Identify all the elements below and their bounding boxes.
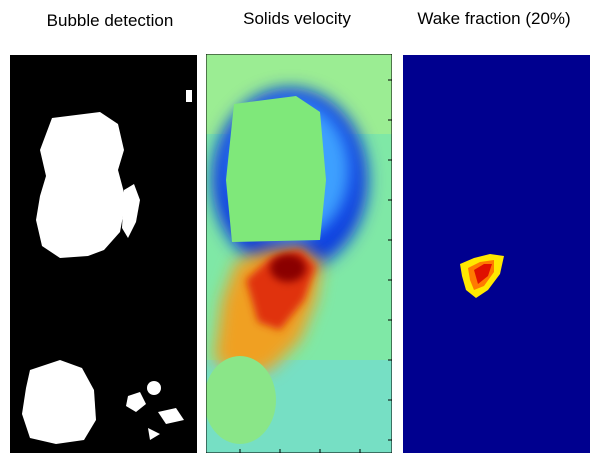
wake-fraction-image xyxy=(403,55,590,453)
solids-velocity-image xyxy=(206,54,392,453)
panel-title: Wake fraction (20%) xyxy=(417,9,570,28)
bubble-detection-image xyxy=(10,55,197,453)
panel-title: Bubble detection xyxy=(47,11,174,30)
panel-title: Solids velocity xyxy=(243,9,351,28)
